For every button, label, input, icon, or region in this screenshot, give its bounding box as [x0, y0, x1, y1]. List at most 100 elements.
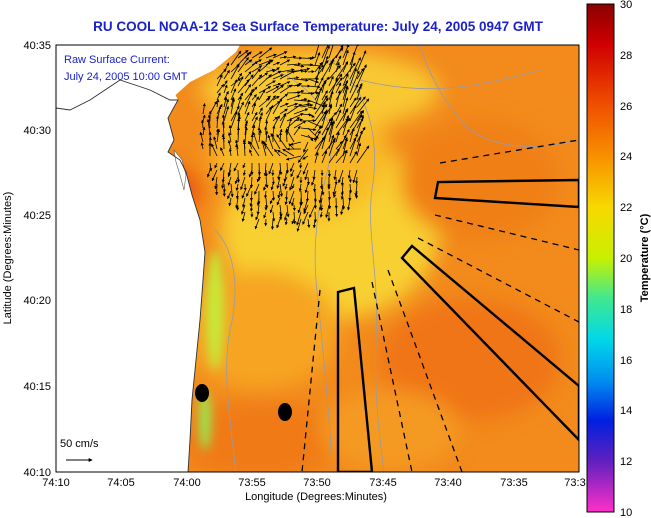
- current-vector: [237, 101, 244, 115]
- current-vector: [340, 190, 344, 200]
- current-vector: [321, 45, 330, 66]
- current-vector: [302, 211, 309, 225]
- current-vector: [342, 62, 356, 80]
- current-vector: [349, 114, 363, 136]
- current-vector: [230, 98, 236, 115]
- current-vector: [267, 134, 274, 150]
- current-vector: [227, 139, 232, 150]
- current-vector: [291, 197, 295, 207]
- current-vector: [244, 100, 251, 115]
- current-vector: [307, 218, 311, 229]
- transect-south: [336, 286, 374, 472]
- colorbar-tick-label: 12: [620, 456, 632, 468]
- current-vector: [291, 218, 295, 225]
- current-vector: [258, 74, 272, 87]
- current-vector: [333, 169, 337, 181]
- x-tick-label: 73:45: [369, 477, 397, 489]
- current-vector: [258, 129, 262, 143]
- current-vector: [258, 72, 269, 80]
- current-vector: [213, 136, 218, 150]
- current-vector: [244, 92, 253, 108]
- current-vector: [269, 197, 274, 205]
- current-vector: [335, 77, 343, 87]
- current-vector: [349, 97, 357, 108]
- current-vector: [286, 103, 302, 115]
- current-vector: [249, 197, 253, 207]
- current-vector: [211, 169, 218, 182]
- current-vector: [227, 169, 232, 178]
- current-vector: [335, 109, 342, 122]
- current-vector: [222, 183, 226, 193]
- colorbar-tick-label: 10: [620, 507, 632, 518]
- current-vector: [321, 101, 326, 115]
- colorbar-tick-label: 28: [620, 50, 632, 62]
- current-vector: [320, 204, 324, 212]
- current-vector: [264, 197, 269, 209]
- current-vector: [248, 169, 253, 178]
- current-vector: [296, 169, 302, 179]
- current-vector: [265, 130, 269, 143]
- current-vector: [265, 176, 269, 189]
- current-vector: [251, 94, 257, 101]
- current-vector: [227, 176, 232, 186]
- current-vector: [328, 148, 340, 164]
- current-vector: [249, 141, 260, 157]
- current-vector: [209, 162, 213, 172]
- current-vector: [240, 176, 246, 191]
- current-vector: [341, 197, 346, 210]
- colorbar-tick-label: 18: [620, 304, 632, 316]
- current-vector: [227, 190, 232, 200]
- current-vector: [272, 211, 276, 222]
- current-vector: [272, 61, 281, 66]
- current-vector: [296, 211, 302, 226]
- current-vector: [230, 183, 234, 198]
- current-vector: [276, 134, 288, 150]
- current-vector: [272, 116, 278, 122]
- current-vector: [297, 148, 309, 163]
- current-vector: [290, 162, 295, 172]
- current-vector: [320, 176, 324, 190]
- current-vector: [328, 139, 336, 157]
- y-tick-label: 40:10: [23, 467, 51, 479]
- current-vector: [251, 124, 256, 136]
- current-vector: [249, 149, 253, 157]
- current-vector: [293, 120, 307, 129]
- current-vector: [321, 150, 328, 164]
- current-vector: [237, 79, 250, 94]
- current-vector: [296, 218, 302, 232]
- current-vector: [321, 45, 329, 59]
- x-axis-label: Longitude (Degrees:Minutes): [245, 491, 387, 503]
- current-vector: [349, 67, 357, 87]
- current-vector: [270, 133, 281, 150]
- current-vector: [349, 127, 355, 143]
- current-vector: [349, 137, 357, 150]
- current-vector: [347, 169, 351, 179]
- current-vector: [269, 204, 274, 214]
- current-vector: [302, 162, 309, 175]
- current-vector: [272, 100, 281, 108]
- current-vector: [216, 92, 221, 101]
- current-vector: [255, 211, 260, 221]
- current-vector: [256, 197, 260, 207]
- current-vector: [223, 84, 228, 94]
- current-vector: [246, 183, 253, 197]
- current-vector: [277, 190, 281, 199]
- current-vector: [307, 134, 314, 142]
- map-area: Raw Surface Current: July 24, 2005 10:00…: [56, 45, 579, 472]
- current-vector: [293, 99, 311, 103]
- current-vector: [272, 98, 283, 115]
- current-vector: [252, 131, 260, 150]
- current-vector: [276, 176, 281, 189]
- current-vector: [242, 138, 246, 157]
- figure-title: RU COOL NOAA-12 Sea Surface Temperature:…: [93, 19, 543, 34]
- current-vector: [258, 61, 271, 73]
- transect-east: [433, 178, 579, 209]
- x-tick-label: 73:35: [500, 477, 528, 489]
- current-vector: [356, 114, 365, 136]
- current-vector: [356, 130, 363, 150]
- coastline: [56, 79, 206, 472]
- current-vector: [277, 149, 288, 157]
- current-vector: [349, 104, 357, 122]
- current-vector: [354, 183, 358, 197]
- current-vector: [220, 162, 225, 171]
